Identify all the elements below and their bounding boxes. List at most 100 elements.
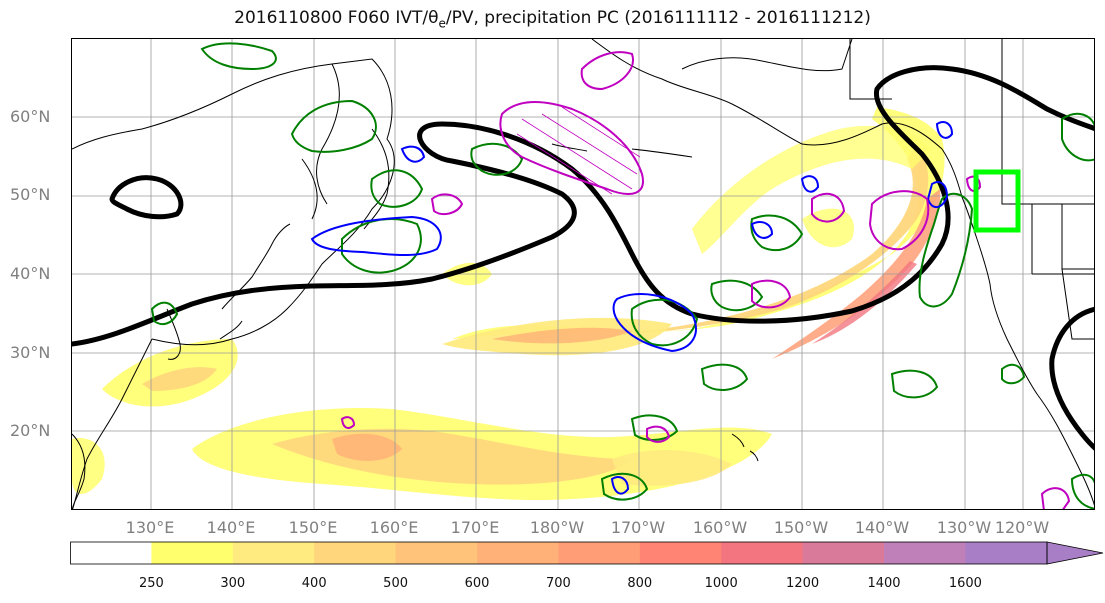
precip-pc-gulf: [811, 192, 846, 223]
lon-label-170w: 170°W: [610, 518, 666, 537]
pv-mid-pacific: [612, 293, 697, 353]
jet-main-contour: [72, 65, 1094, 347]
lon-label-160e: 160°E: [369, 518, 419, 537]
pv-contours: [310, 121, 954, 495]
pv-kamchatka: [400, 145, 426, 163]
precip-pc-bc: [965, 175, 982, 192]
colorbar-segment: [558, 542, 641, 564]
pv-central-north: [310, 215, 442, 257]
colorbar-segment: [965, 542, 1048, 564]
lon-label-150e: 150°E: [288, 518, 338, 537]
ivt-west-blob-core: [142, 367, 217, 391]
jet-contours: [72, 65, 1094, 451]
colorbar-segment: [395, 542, 478, 564]
ivt-shading: [72, 107, 945, 501]
colorbar-tick-label: 600: [464, 576, 490, 591]
jet-west-loop: [109, 175, 184, 220]
ivt-patch-northeast: [802, 208, 854, 248]
lat-label-50n: 50°N: [10, 185, 51, 204]
colorbar-segment: [70, 542, 152, 564]
colorbar-tick-label: 1200: [786, 576, 820, 591]
colorbar-tick-label: 250: [138, 576, 164, 591]
lon-label-130w: 130°W: [936, 518, 992, 537]
lon-label-130e: 130°E: [125, 518, 175, 537]
theta-e-subtropic-1: [700, 363, 749, 391]
pv-near-alaska: [800, 175, 820, 193]
coastlines: [72, 39, 1094, 509]
colorbar-tick-label: 500: [383, 576, 409, 591]
theta-e-ne-pac: [710, 279, 764, 312]
ivt-central-core: [492, 327, 632, 344]
precip-pc-tropics: [340, 416, 356, 429]
colorbar-frame: [70, 541, 1048, 565]
theta-e-southwest-1: [630, 414, 679, 441]
precip-pc-southeast: [1040, 487, 1071, 509]
lat-label-60n: 60°N: [10, 107, 51, 126]
pv-coast: [926, 181, 949, 208]
lat-label-30n: 30°N: [10, 343, 51, 362]
colorbar-tick-label: 1000: [704, 576, 738, 591]
lon-label-170e: 170°E: [450, 518, 500, 537]
colorbar-segment: [639, 542, 722, 564]
colorbar-segment: [884, 542, 966, 564]
theta-e-east-rim: [1061, 112, 1094, 162]
precip-pc-south: [646, 425, 671, 443]
pv-canada: [935, 121, 954, 139]
graticule: [72, 39, 1094, 509]
precip-pc-aleutian: [499, 101, 644, 195]
colorbar-tick-label: 400: [301, 576, 327, 591]
colorbar-segment: [721, 542, 804, 564]
jet-east-contour: [1049, 306, 1094, 451]
ivt-gulf-plume: [692, 125, 932, 254]
precip-pc-ne-pac: [751, 279, 792, 309]
ivt-south-core: [332, 433, 402, 461]
colorbar-tick-label: 300: [220, 576, 246, 591]
colorbar-extend-arrow: [1046, 541, 1104, 565]
lon-label-150w: 150°W: [773, 518, 829, 537]
colorbar-tick-label: 800: [627, 576, 653, 591]
theta-e-aleutian: [470, 142, 524, 176]
ivt-south-east: [612, 449, 732, 486]
ivt-patch-southwest: [72, 438, 105, 494]
colorbar-tick-label: 1600: [948, 576, 982, 591]
theta-e-kamchatka: [370, 169, 424, 208]
colorbar-segment: [151, 542, 234, 564]
theta-e-subtropic-3: [600, 472, 649, 501]
theta-e-contours: [150, 42, 1094, 509]
precip-pc-north-top: [580, 51, 634, 91]
theta-e-north-top: [200, 42, 277, 71]
lon-label-180w: 180°W: [529, 518, 585, 537]
colorbar-tick-label: 700: [545, 576, 571, 591]
lat-label-40n: 40°N: [10, 264, 51, 283]
lat-label-20n: 20°N: [10, 421, 51, 440]
colorbar-segment: [802, 542, 885, 564]
lon-label-120w: 120°W: [994, 518, 1050, 537]
precip-pc-central-north: [430, 193, 464, 216]
theta-e-south-east: [1070, 473, 1094, 509]
map-title: 2016110800 F060 IVT/θe/PV, precipitation…: [234, 8, 871, 31]
ivt-ar-core-peak: [812, 261, 917, 344]
theta-e-gulf: [750, 214, 804, 252]
map-canvas: [72, 39, 1094, 509]
lon-label-140w: 140°W: [854, 518, 910, 537]
target-region-box: [973, 169, 1021, 233]
precip-pc-coast: [868, 190, 930, 251]
theta-e-mid-pacific: [630, 298, 699, 347]
colorbar-tick-label: 1400: [867, 576, 901, 591]
lon-label-140e: 140°E: [206, 518, 256, 537]
precip-pc-aleutian-hatch: [516, 106, 641, 195]
precip-pc-contours: [340, 51, 1071, 509]
colorbar-segment: [232, 542, 315, 564]
lon-label-160w: 160°W: [692, 518, 748, 537]
colorbar-segment: [477, 542, 559, 564]
theta-e-central-north: [341, 218, 422, 274]
theta-e-east-coast-small: [1001, 363, 1026, 385]
theta-e-japan: [150, 301, 179, 326]
pv-gulf-small: [750, 221, 774, 239]
ivt-colorbar: [70, 541, 1104, 565]
theta-e-coast-band: [918, 192, 974, 308]
theta-e-north-russia: [290, 99, 377, 153]
theta-e-subtropic-2: [890, 369, 939, 399]
colorbar-segment: [314, 542, 397, 564]
pv-small-south: [610, 476, 630, 495]
